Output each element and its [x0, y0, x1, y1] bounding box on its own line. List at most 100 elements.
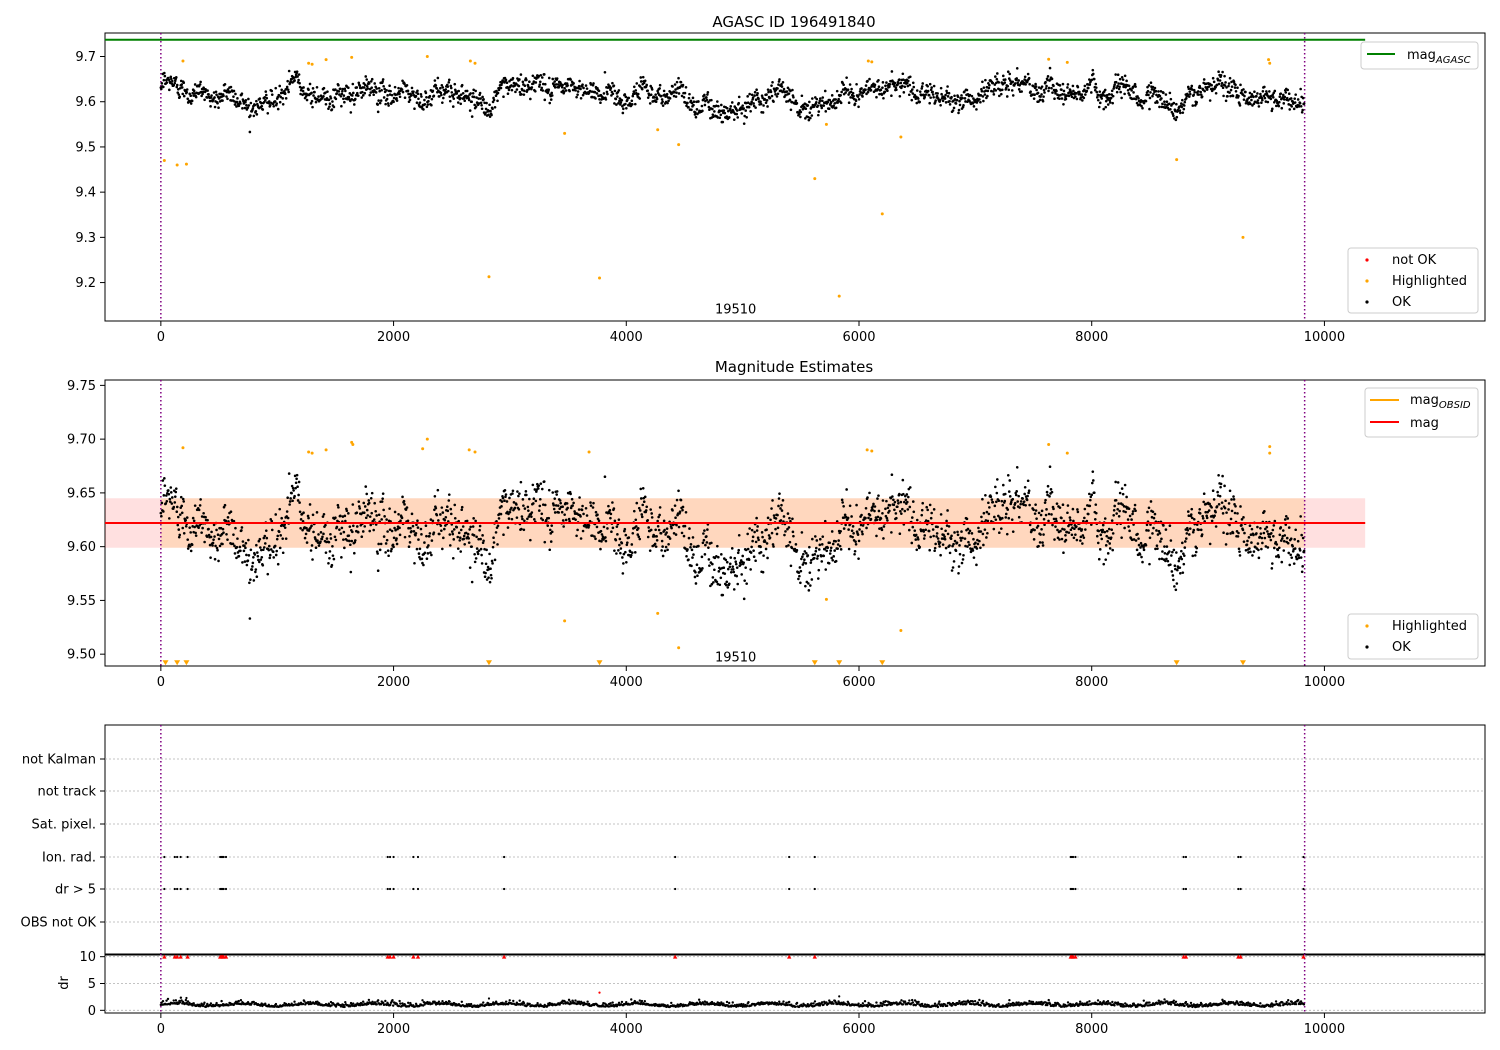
- ok-point: [357, 500, 361, 503]
- ok-point: [1108, 547, 1112, 550]
- ok-point: [1111, 94, 1115, 98]
- ok-point: [275, 537, 279, 541]
- ok-point: [532, 80, 536, 83]
- ok-point: [484, 562, 488, 566]
- ok-point: [252, 114, 256, 118]
- ok-point: [953, 94, 956, 98]
- ok-point: [1103, 94, 1107, 97]
- ok-point: [327, 562, 330, 565]
- ok-point: [365, 78, 369, 81]
- ok-point: [955, 98, 959, 102]
- ok-point: [1172, 548, 1176, 552]
- ok-point: [577, 508, 581, 511]
- ok-point: [1021, 497, 1024, 500]
- ok-point: [789, 108, 793, 112]
- ok-point: [1235, 530, 1239, 533]
- ok-point: [1191, 554, 1195, 558]
- ok-point: [322, 95, 325, 98]
- ok-point: [670, 526, 673, 530]
- ok-point: [1280, 106, 1284, 110]
- ok-point: [369, 523, 373, 527]
- ok-point: [834, 559, 838, 563]
- ok-point: [789, 519, 792, 523]
- ok-point: [958, 552, 962, 556]
- ok-point: [216, 548, 219, 552]
- ok-point: [1183, 546, 1187, 549]
- ok-point: [540, 487, 544, 491]
- ok-point: [1186, 510, 1190, 513]
- ok-point: [1081, 534, 1085, 537]
- ok-point: [871, 504, 875, 508]
- highlighted-point: [837, 294, 841, 298]
- ok-point: [1097, 529, 1101, 533]
- ok-point: [448, 544, 452, 547]
- ok-point: [1106, 552, 1110, 555]
- ok-point: [191, 516, 195, 520]
- ok-point: [339, 532, 343, 535]
- ok-point: [663, 549, 667, 553]
- dr-marks: [159, 954, 1306, 1013]
- ok-point: [477, 549, 481, 552]
- ok-point: [899, 500, 903, 504]
- ok-point: [622, 107, 625, 111]
- ok-point: [907, 93, 911, 97]
- ok-point: [770, 94, 774, 98]
- ok-point: [1108, 542, 1112, 545]
- ok-point: [717, 570, 721, 573]
- ok-point: [555, 77, 559, 80]
- ok-point: [800, 531, 804, 534]
- ok-point: [386, 530, 389, 533]
- ok-point: [649, 508, 652, 511]
- ok-point: [1294, 93, 1297, 96]
- ok-point: [178, 95, 182, 99]
- ok-point: [1110, 528, 1113, 531]
- ok-point: [701, 567, 704, 570]
- ok-point: [847, 547, 851, 551]
- highlighted-point: [310, 451, 314, 455]
- ok-point: [215, 528, 218, 532]
- ok-point: [1105, 529, 1109, 533]
- ok-point: [845, 488, 848, 491]
- ok-point: [619, 101, 623, 104]
- ok-point: [423, 98, 426, 102]
- ok-point: [178, 533, 182, 537]
- highlighted-point: [350, 55, 354, 59]
- ok-point: [1271, 107, 1274, 111]
- ok-point: [531, 483, 535, 487]
- ok-point: [366, 87, 370, 90]
- ok-point: [589, 501, 592, 504]
- ok-point: [222, 531, 225, 534]
- ok-point: [1175, 115, 1179, 119]
- ok-point: [533, 488, 537, 491]
- ok-point: [276, 107, 280, 111]
- ok-point: [1060, 537, 1064, 541]
- ok-point: [770, 531, 774, 535]
- ok-point: [985, 85, 989, 89]
- ok-point: [532, 497, 536, 501]
- ok-point: [1045, 84, 1048, 88]
- ok-point: [965, 88, 969, 92]
- ok-point: [1215, 505, 1219, 508]
- ok-point: [1208, 99, 1212, 102]
- ok-point: [168, 517, 171, 520]
- ok-point: [446, 85, 450, 88]
- ok-point: [1232, 495, 1235, 498]
- ok-point: [578, 496, 581, 499]
- ok-point: [1297, 556, 1301, 560]
- ok-point: [280, 516, 283, 520]
- ok-point: [767, 534, 771, 537]
- ok-point: [389, 549, 393, 553]
- ok-point: [1185, 532, 1189, 535]
- ok-point: [981, 532, 985, 536]
- ok-point: [771, 543, 775, 546]
- ok-point: [355, 91, 359, 95]
- ok-point: [1003, 81, 1007, 84]
- ok-point: [1063, 528, 1066, 531]
- ok-point: [814, 96, 817, 99]
- ok-point: [994, 518, 998, 521]
- ok-point: [921, 501, 925, 505]
- ok-point: [1228, 91, 1231, 94]
- ok-point: [1128, 514, 1132, 518]
- ok-point: [249, 101, 253, 105]
- ok-point: [293, 474, 297, 478]
